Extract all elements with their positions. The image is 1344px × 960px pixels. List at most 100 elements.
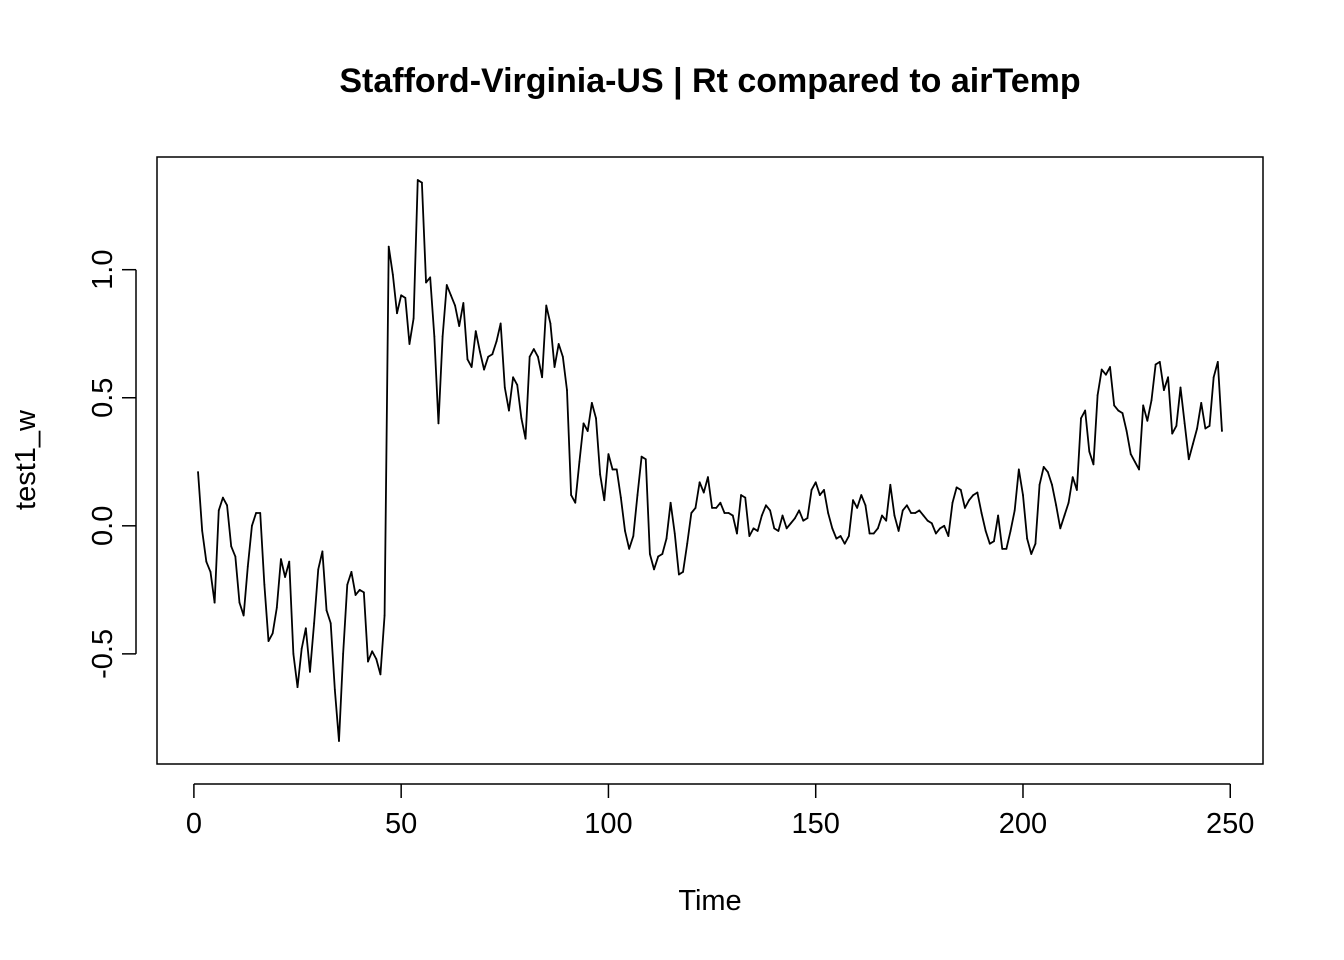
data-point (416, 179, 419, 181)
data-point (1001, 547, 1004, 550)
data-point (1051, 483, 1053, 486)
data-point (217, 509, 220, 512)
data-point (640, 455, 643, 458)
data-point (226, 504, 228, 507)
data-point (458, 325, 461, 327)
y-tick-label: 1.0 (87, 250, 119, 290)
data-point (354, 594, 357, 596)
data-point (777, 530, 780, 532)
data-point (993, 540, 995, 543)
data-point (876, 527, 879, 530)
data-point (553, 366, 556, 368)
data-point (682, 571, 684, 573)
data-point (611, 468, 614, 471)
data-point (300, 647, 303, 650)
data-point (338, 740, 340, 742)
data-point (566, 389, 568, 391)
data-point (329, 622, 332, 625)
data-point (748, 535, 751, 537)
data-point (1187, 458, 1190, 461)
data-point (412, 317, 415, 320)
data-point (619, 496, 622, 499)
data-point (313, 622, 316, 625)
data-point (292, 652, 295, 655)
data-point (615, 468, 618, 471)
data-point (263, 583, 266, 586)
data-point (607, 453, 610, 455)
data-point (280, 558, 282, 561)
data-point (342, 652, 345, 655)
data-point (930, 522, 933, 525)
data-point (1005, 547, 1008, 550)
data-point (441, 335, 444, 338)
data-point (321, 550, 324, 553)
data-point (483, 368, 485, 371)
data-point (1146, 419, 1149, 422)
data-point (532, 348, 535, 350)
data-point (856, 506, 859, 509)
data-point (557, 343, 560, 345)
data-point (242, 614, 245, 617)
data-point (1071, 476, 1074, 479)
data-point (839, 535, 842, 537)
data-point (835, 537, 838, 540)
data-point (881, 514, 883, 517)
data-point (450, 294, 452, 297)
data-point (926, 519, 929, 522)
data-point (644, 458, 647, 461)
data-point (669, 501, 672, 504)
data-point (508, 409, 510, 412)
data-point (1088, 450, 1091, 453)
data-point (271, 632, 274, 635)
data-point (201, 530, 204, 532)
data-point (765, 504, 767, 507)
data-point (1175, 425, 1178, 427)
data-point (1059, 527, 1062, 530)
data-point (603, 499, 606, 502)
data-point (955, 486, 958, 489)
data-point (561, 355, 564, 358)
data-point (317, 568, 320, 571)
data-point (259, 512, 262, 514)
data-point (843, 542, 846, 545)
data-point (516, 384, 519, 386)
data-point (1030, 553, 1033, 555)
data-point (1212, 376, 1215, 379)
data-point (1179, 386, 1182, 389)
data-point (433, 335, 436, 338)
data-point (1134, 460, 1136, 463)
data-point (1104, 373, 1107, 376)
data-point (1109, 366, 1111, 368)
data-point (984, 530, 987, 532)
data-point (445, 284, 448, 286)
data-point (437, 422, 440, 425)
data-point (197, 471, 199, 473)
data-point (893, 514, 896, 517)
data-point (396, 312, 398, 315)
data-point (1204, 427, 1207, 430)
data-point (872, 532, 875, 535)
data-point (491, 353, 494, 356)
data-point (238, 601, 241, 604)
data-point (827, 512, 830, 514)
data-point (789, 522, 792, 525)
data-point (914, 512, 917, 514)
data-point (1046, 471, 1049, 473)
data-point (1183, 422, 1186, 425)
data-point (976, 491, 979, 494)
data-point (213, 601, 216, 604)
data-point (694, 506, 697, 509)
data-point (420, 181, 423, 184)
data-point (897, 530, 900, 532)
y-axis-label: test1_w (10, 409, 42, 510)
data-point (752, 527, 755, 530)
data-point (653, 568, 655, 571)
data-point (769, 509, 772, 512)
data-point (860, 494, 863, 496)
data-point (1196, 427, 1198, 430)
data-point (715, 506, 718, 509)
data-point (1038, 483, 1041, 486)
data-point (935, 532, 937, 535)
data-point (429, 276, 432, 279)
data-point (972, 494, 975, 496)
